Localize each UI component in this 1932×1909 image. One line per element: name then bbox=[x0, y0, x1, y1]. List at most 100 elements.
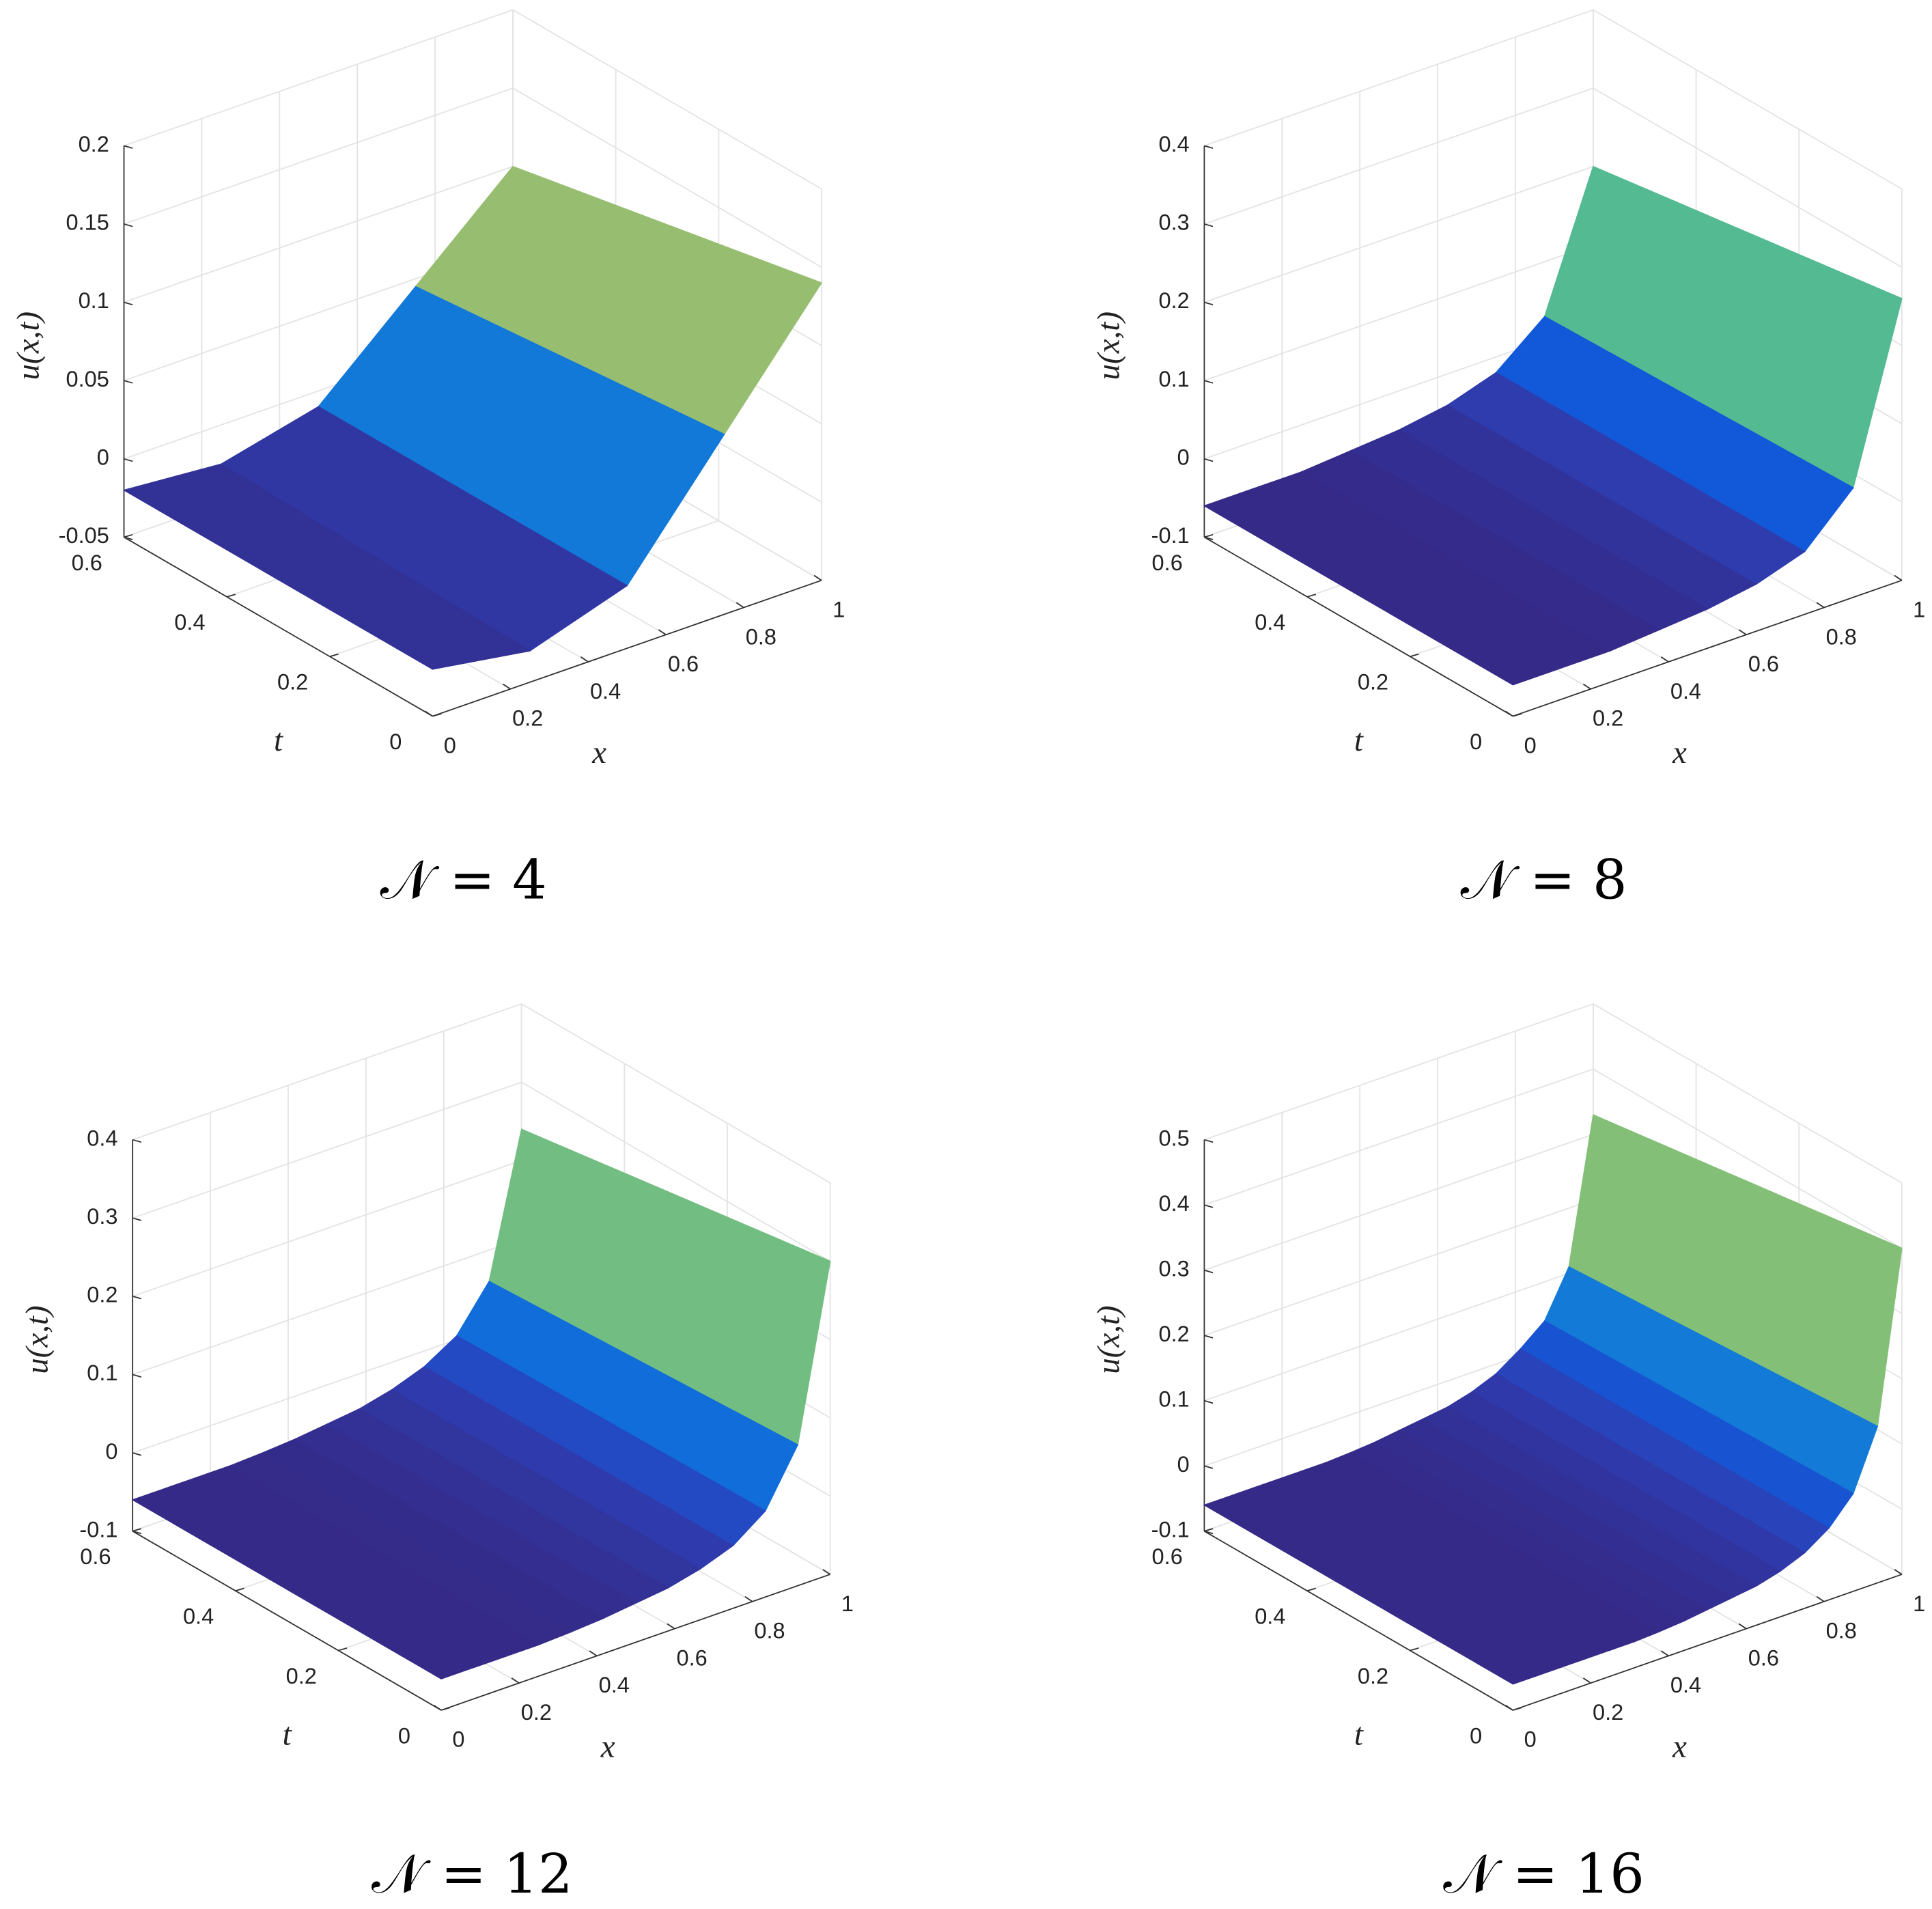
tick-mark bbox=[1204, 1528, 1214, 1532]
tick-mark bbox=[433, 1704, 442, 1711]
z-tick-label: 0.4 bbox=[87, 1126, 117, 1150]
y-tick-label: 0.4 bbox=[1255, 610, 1285, 635]
grid-line bbox=[124, 9, 514, 147]
y-axis bbox=[1203, 1531, 1513, 1711]
x-tick-label: 0.4 bbox=[599, 1673, 630, 1697]
y-axis bbox=[1203, 536, 1513, 717]
tick-mark bbox=[1306, 594, 1316, 598]
tick-mark bbox=[1204, 145, 1214, 149]
grid-line bbox=[1204, 165, 1594, 303]
tick-mark bbox=[124, 533, 133, 538]
tick-mark bbox=[1410, 1647, 1419, 1652]
tick-mark bbox=[124, 223, 133, 227]
tick-mark bbox=[511, 1677, 520, 1684]
z-tick-label: 0.2 bbox=[1158, 1322, 1189, 1346]
x-tick-label: 0.6 bbox=[668, 652, 699, 676]
tick-mark bbox=[132, 1452, 142, 1456]
z-tick-label: 0 bbox=[1177, 1452, 1190, 1477]
tick-mark bbox=[813, 574, 822, 581]
y-axis-label: t bbox=[274, 723, 283, 758]
tick-mark bbox=[132, 1296, 142, 1300]
tick-mark bbox=[124, 536, 133, 540]
tick-mark bbox=[1505, 1704, 1513, 1711]
tick-mark bbox=[589, 1650, 598, 1657]
grid-line bbox=[132, 1081, 522, 1219]
z-tick-label: 0.1 bbox=[1158, 367, 1189, 391]
panel: 0 0.2 0.4 0.6 0.8 1 0 0.2 0.4 0.6 -0.05 0 0.05 0.1 0.1… bbox=[11, 9, 845, 911]
tick-mark bbox=[235, 1587, 244, 1592]
tick-mark bbox=[1204, 533, 1214, 538]
tick-mark bbox=[1582, 1677, 1591, 1684]
tick-mark bbox=[1204, 1269, 1214, 1274]
tick-mark bbox=[1894, 574, 1903, 581]
y-tick-label: 0.2 bbox=[1358, 1664, 1388, 1688]
tick-mark bbox=[1738, 1623, 1747, 1630]
grid-line bbox=[1204, 9, 1594, 147]
tick-mark bbox=[1204, 223, 1214, 227]
grid-line bbox=[1204, 87, 1594, 225]
y-tick-label: 0.4 bbox=[1255, 1604, 1285, 1629]
z-tick-label: 0.15 bbox=[66, 210, 109, 235]
tick-mark bbox=[1410, 653, 1419, 658]
y-tick-label: 0.2 bbox=[1358, 670, 1388, 695]
x-axis-label: x bbox=[600, 1729, 615, 1765]
z-tick-label: -0.1 bbox=[1151, 523, 1190, 548]
grid-line bbox=[512, 87, 822, 268]
x-tick-label: 0.6 bbox=[677, 1645, 708, 1670]
z-tick-label: 0.1 bbox=[1158, 1387, 1189, 1411]
z-tick-label: 0.05 bbox=[66, 367, 109, 391]
tick-mark bbox=[1513, 1707, 1522, 1711]
tick-mark bbox=[1204, 1335, 1214, 1339]
caption: 𝒩 = 8 bbox=[1461, 848, 1627, 911]
tick-mark bbox=[1204, 1204, 1214, 1208]
z-tick-label: 0.1 bbox=[79, 288, 109, 313]
x-tick-label: 0.8 bbox=[754, 1619, 785, 1643]
z-tick-label: 0 bbox=[105, 1439, 117, 1464]
tick-mark bbox=[132, 1528, 142, 1532]
tick-mark bbox=[1204, 458, 1214, 462]
x-tick-label: 0 bbox=[1524, 1727, 1537, 1752]
tick-mark bbox=[1204, 1139, 1214, 1143]
caption: 𝒩 = 12 bbox=[372, 1842, 573, 1906]
y-tick-label: 0 bbox=[1470, 729, 1482, 754]
z-tick-label: 0 bbox=[1177, 445, 1190, 469]
caption: 𝒩 = 4 bbox=[380, 848, 547, 911]
tick-mark bbox=[132, 1374, 142, 1378]
y-tick-label: 0 bbox=[398, 1723, 410, 1748]
x-tick-label: 0.2 bbox=[1593, 706, 1623, 731]
grid-line bbox=[521, 1081, 831, 1262]
y-tick-label: 0.2 bbox=[286, 1664, 317, 1688]
surface-cell bbox=[131, 1488, 475, 1680]
tick-mark bbox=[580, 656, 589, 663]
y-tick-label: 0 bbox=[1470, 1723, 1482, 1748]
tick-mark bbox=[1204, 1399, 1214, 1404]
y-tick-label: 0.6 bbox=[1152, 1544, 1183, 1569]
tick-mark bbox=[226, 594, 236, 598]
tick-mark bbox=[503, 683, 511, 690]
tick-mark bbox=[1582, 683, 1591, 690]
tick-mark bbox=[1204, 536, 1214, 540]
y-axis bbox=[132, 1531, 442, 1711]
x-tick-label: 0.2 bbox=[521, 1700, 552, 1725]
x-tick-label: 0.2 bbox=[1593, 1700, 1623, 1725]
y-axis-label: t bbox=[1354, 1716, 1364, 1752]
x-axis-label: x bbox=[1672, 735, 1687, 770]
tick-mark bbox=[124, 458, 133, 462]
surface-cell bbox=[1203, 488, 1563, 686]
z-tick-label: 0 bbox=[97, 445, 109, 469]
tick-mark bbox=[1738, 629, 1747, 636]
caption: 𝒩 = 16 bbox=[1443, 1842, 1644, 1906]
tick-mark bbox=[338, 1647, 348, 1652]
z-tick-label: -0.05 bbox=[59, 523, 109, 548]
z-tick-label: 0.3 bbox=[1158, 210, 1189, 235]
y-axis-label: t bbox=[283, 1716, 292, 1752]
x-tick-label: 0.6 bbox=[1748, 652, 1779, 676]
panel: 00.20.40.60.8100.20.40.6-0.100.10.20.30.… bbox=[1091, 1003, 1925, 1906]
x-tick-label: 0.4 bbox=[1670, 679, 1701, 703]
x-tick-label: 0.8 bbox=[1826, 1619, 1857, 1643]
grid-line bbox=[1593, 9, 1903, 190]
grid-line bbox=[1593, 1003, 1903, 1184]
tick-mark bbox=[1204, 301, 1214, 306]
y-tick-label: 0 bbox=[389, 729, 402, 754]
tick-mark bbox=[124, 145, 133, 149]
